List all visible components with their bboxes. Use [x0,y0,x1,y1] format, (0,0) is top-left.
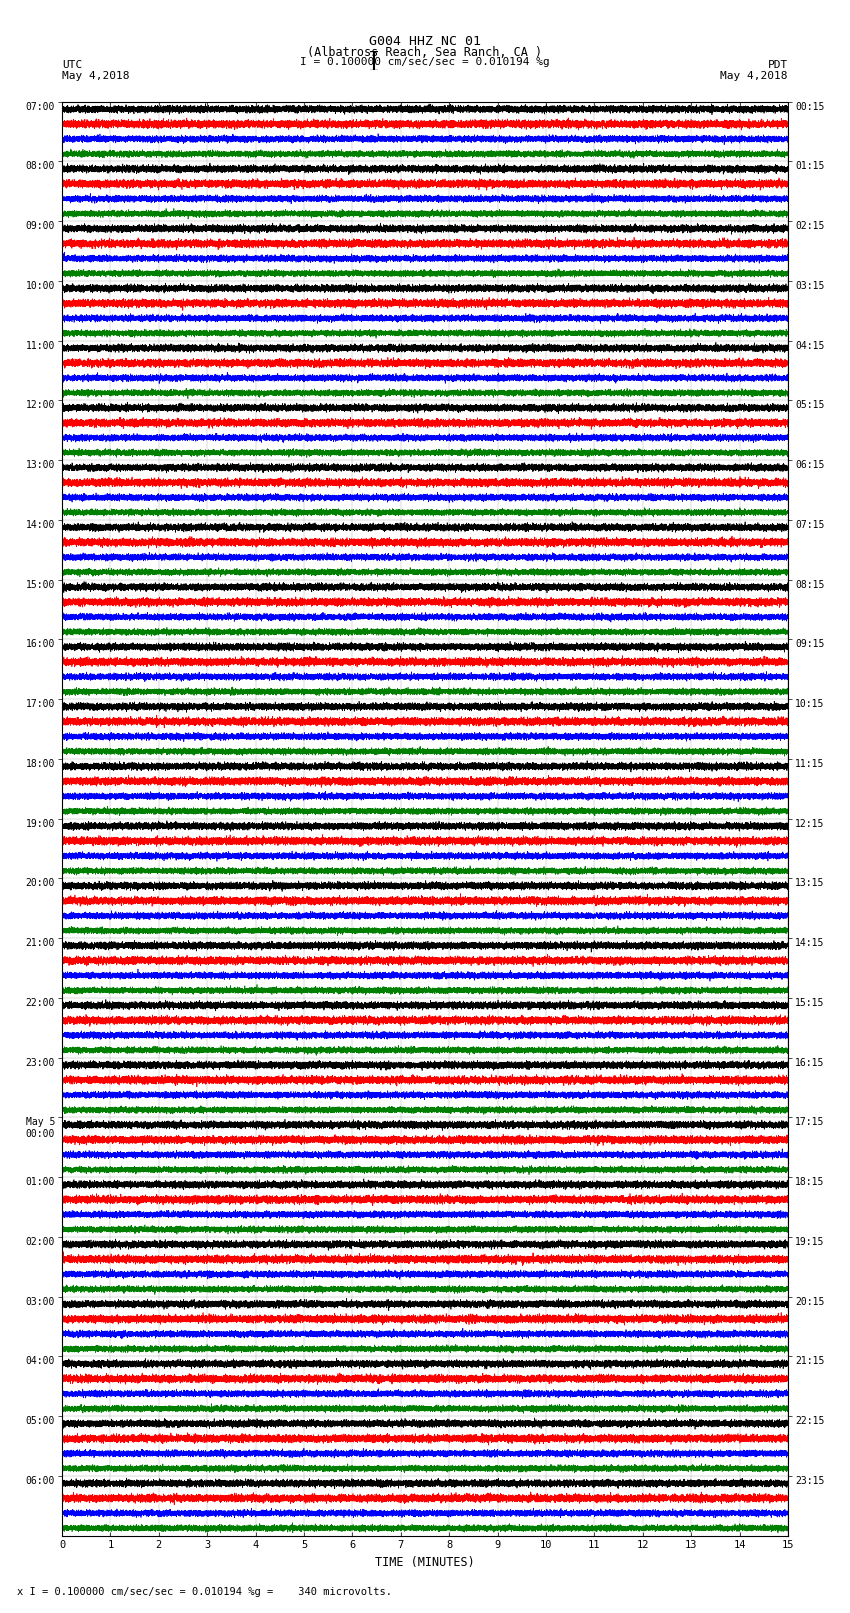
Text: May 4,2018: May 4,2018 [721,71,788,81]
Text: May 4,2018: May 4,2018 [62,71,129,81]
X-axis label: TIME (MINUTES): TIME (MINUTES) [375,1557,475,1569]
Text: UTC: UTC [62,60,82,69]
Text: G004 HHZ NC 01: G004 HHZ NC 01 [369,35,481,48]
Text: I = 0.100000 cm/sec/sec = 0.010194 %g: I = 0.100000 cm/sec/sec = 0.010194 %g [300,58,550,68]
Text: x I = 0.100000 cm/sec/sec = 0.010194 %g =    340 microvolts.: x I = 0.100000 cm/sec/sec = 0.010194 %g … [17,1587,392,1597]
Text: PDT: PDT [768,60,788,69]
Text: (Albatross Reach, Sea Ranch, CA ): (Albatross Reach, Sea Ranch, CA ) [308,45,542,60]
